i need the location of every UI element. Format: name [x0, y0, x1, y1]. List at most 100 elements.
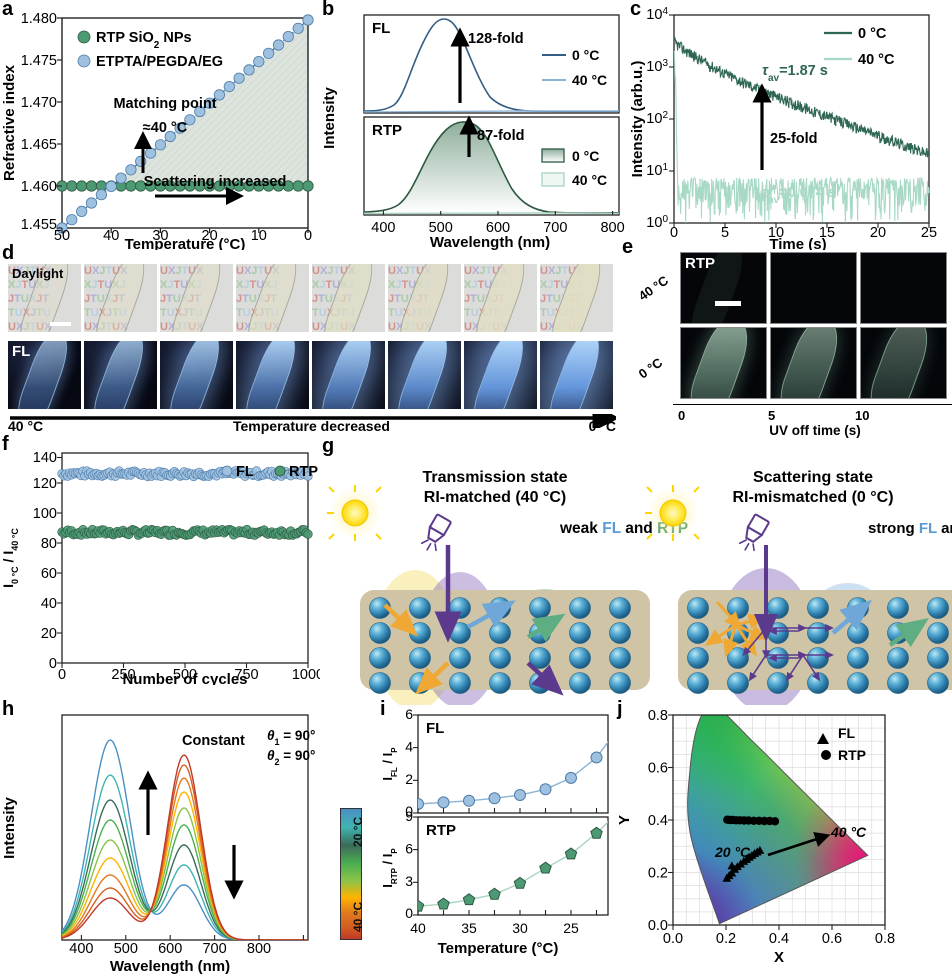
svg-text:120: 120: [33, 476, 57, 492]
svg-text:800: 800: [600, 220, 624, 236]
svg-text:60: 60: [41, 566, 57, 582]
svg-text:RTP: RTP: [838, 747, 866, 763]
svg-text:FL: FL: [372, 20, 390, 37]
svg-text:500: 500: [114, 941, 138, 957]
svg-text:40: 40: [41, 596, 57, 612]
svg-text:1.475: 1.475: [21, 53, 57, 69]
svg-text:Number of cycles: Number of cycles: [122, 671, 247, 685]
svg-text:100: 100: [33, 506, 57, 522]
svg-text:1.455: 1.455: [21, 217, 57, 233]
svg-text:6: 6: [405, 841, 413, 857]
svg-text:RI-matched (40 °C): RI-matched (40 °C): [424, 489, 566, 506]
svg-text:Refractive index: Refractive index: [1, 64, 18, 181]
svg-text:0.6: 0.6: [648, 761, 668, 777]
svg-text:10: 10: [251, 228, 267, 244]
svg-text:0 °C: 0 °C: [858, 26, 887, 42]
svg-text:101: 101: [646, 162, 668, 180]
svg-text:102: 102: [646, 110, 668, 128]
svg-text:0: 0: [304, 228, 312, 244]
svg-text:FL: FL: [426, 720, 444, 737]
svg-text:20: 20: [870, 225, 886, 241]
svg-text:Wavelength (nm): Wavelength (nm): [430, 234, 550, 250]
svg-text:Temperature (°C): Temperature (°C): [125, 236, 246, 250]
svg-text:0.2: 0.2: [648, 866, 668, 882]
svg-text:IFL / IP: IFL / IP: [380, 747, 399, 781]
svg-text:FL: FL: [236, 464, 254, 480]
svg-text:Scattering increased: Scattering increased: [144, 174, 287, 190]
svg-text:Y: Y: [616, 815, 633, 825]
svg-text:0: 0: [49, 656, 57, 672]
svg-text:0.8: 0.8: [648, 708, 668, 724]
svg-text:Scattering state: Scattering state: [753, 469, 873, 486]
svg-text:600: 600: [158, 941, 182, 957]
svg-text:0 °C: 0 °C: [572, 47, 599, 63]
svg-text:0 °C: 0 °C: [572, 148, 599, 164]
svg-text:0.8: 0.8: [875, 931, 895, 947]
svg-text:40 °C: 40 °C: [830, 824, 867, 840]
svg-text:I0 °C / I40 °C: I0 °C / I40 °C: [0, 528, 20, 588]
svg-text:3: 3: [405, 873, 413, 889]
svg-text:FL: FL: [838, 725, 856, 741]
svg-text:≈40 °C: ≈40 °C: [143, 120, 188, 136]
svg-text:104: 104: [646, 6, 668, 24]
svg-text:Wavelength (nm): Wavelength (nm): [110, 958, 230, 975]
svg-text:Time (s): Time (s): [769, 236, 826, 250]
svg-text:100: 100: [646, 214, 668, 232]
svg-text:1.460: 1.460: [21, 179, 57, 195]
svg-text:25: 25: [921, 225, 937, 241]
svg-text:5: 5: [721, 225, 729, 241]
svg-text:0.0: 0.0: [663, 931, 683, 947]
svg-text:0.4: 0.4: [769, 931, 789, 947]
svg-text:0.6: 0.6: [822, 931, 842, 947]
svg-text:9: 9: [405, 808, 413, 824]
svg-text:800: 800: [247, 941, 271, 957]
svg-text:128-fold: 128-fold: [468, 31, 524, 47]
svg-text:4: 4: [405, 739, 413, 755]
svg-text:87-fold: 87-fold: [477, 128, 525, 144]
svg-text:0: 0: [670, 225, 678, 241]
svg-text:Constant: Constant: [182, 733, 245, 749]
svg-text:25-fold: 25-fold: [770, 131, 818, 147]
svg-text:0.2: 0.2: [716, 931, 736, 947]
svg-text:RTP: RTP: [289, 464, 318, 480]
svg-text:40: 40: [103, 228, 119, 244]
svg-text:ETPTA/PEGDA/EG: ETPTA/PEGDA/EG: [96, 54, 223, 70]
svg-text:Intensity (arb.u.): Intensity (arb.u.): [629, 61, 646, 178]
svg-text:1.465: 1.465: [21, 137, 57, 153]
svg-text:1.470: 1.470: [21, 95, 57, 111]
svg-text:Intensity: Intensity: [1, 797, 18, 859]
svg-text:400: 400: [371, 220, 395, 236]
svg-text:Temperature (°C): Temperature (°C): [438, 940, 559, 957]
svg-text:40 °C: 40 °C: [572, 172, 607, 188]
svg-text:35: 35: [461, 920, 477, 936]
svg-text:0: 0: [58, 667, 66, 683]
svg-text:20: 20: [41, 626, 57, 642]
svg-text:80: 80: [41, 536, 57, 552]
svg-text:Transmission state: Transmission state: [423, 469, 568, 486]
svg-text:X: X: [774, 949, 784, 966]
svg-text:strong FL and RTP: strong FL and RTP: [868, 520, 952, 537]
svg-text:40 °C: 40 °C: [572, 72, 607, 88]
svg-text:1.480: 1.480: [21, 11, 57, 27]
svg-text:103: 103: [646, 58, 668, 76]
svg-text:400: 400: [69, 941, 93, 957]
svg-text:50: 50: [54, 228, 70, 244]
svg-text:140: 140: [33, 450, 57, 466]
svg-text:700: 700: [202, 941, 226, 957]
svg-text:2: 2: [405, 771, 413, 787]
svg-text:25: 25: [563, 920, 579, 936]
svg-text:RTP: RTP: [372, 122, 402, 139]
svg-text:20 °C: 20 °C: [714, 844, 751, 860]
svg-text:6: 6: [405, 706, 413, 722]
svg-text:IRTP / IP: IRTP / IP: [380, 848, 399, 888]
svg-text:0.4: 0.4: [648, 813, 668, 829]
svg-text:30: 30: [512, 920, 528, 936]
svg-text:40 °C: 40 °C: [858, 52, 895, 68]
svg-text:Matching point: Matching point: [113, 96, 216, 112]
svg-text:RTP: RTP: [426, 822, 456, 839]
svg-text:0: 0: [405, 905, 413, 921]
svg-text:40: 40: [410, 920, 426, 936]
svg-text:Intensity: Intensity: [321, 87, 338, 149]
svg-text:RI-mismatched (0 °C): RI-mismatched (0 °C): [732, 489, 893, 506]
